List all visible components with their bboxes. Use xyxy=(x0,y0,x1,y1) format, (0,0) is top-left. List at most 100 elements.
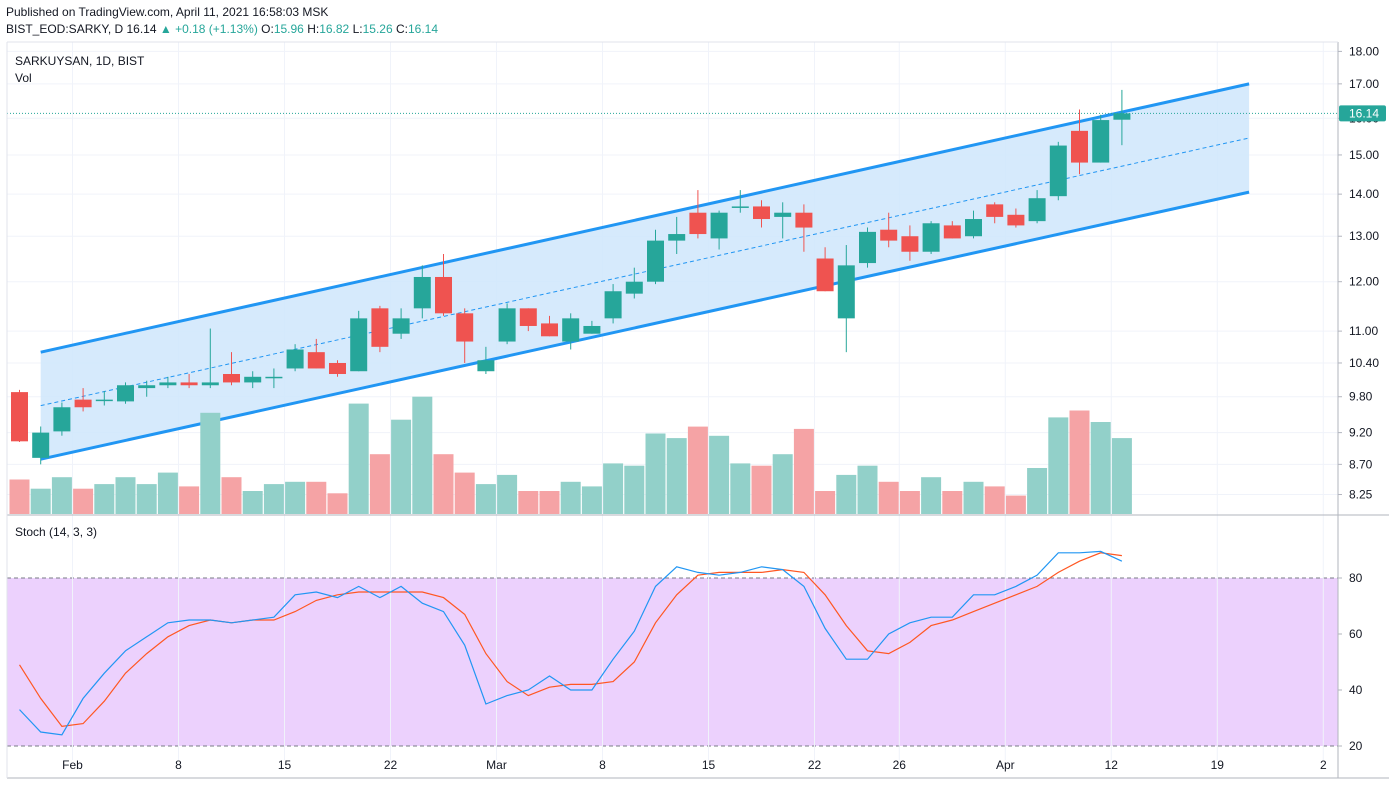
price-change: ▲ +0.18 (+1.13%) xyxy=(159,22,258,36)
stoch-tick-label: 20 xyxy=(1349,739,1363,753)
candle-body xyxy=(583,325,601,334)
candle-body xyxy=(32,432,50,458)
close-label: C: xyxy=(395,22,408,36)
volume-bar xyxy=(30,488,51,514)
candle-body xyxy=(753,206,770,220)
time-tick-label: 22 xyxy=(808,758,822,772)
time-tick-label: 26 xyxy=(893,758,907,772)
volume-bar xyxy=(136,484,157,514)
volume-bar xyxy=(645,433,666,514)
volume-bar xyxy=(348,403,369,514)
candle-body xyxy=(943,225,961,239)
candle-body xyxy=(668,234,686,241)
volume-bar xyxy=(581,486,602,514)
time-tick-label: 2 xyxy=(1320,758,1327,772)
volume-bar xyxy=(857,465,878,514)
regression-channel[interactable] xyxy=(40,82,1250,461)
price-tick-label: 9.20 xyxy=(1349,426,1373,440)
stoch-tick-label: 40 xyxy=(1349,683,1363,697)
time-tick-label: 15 xyxy=(278,758,292,772)
volume-bar xyxy=(306,481,327,514)
volume-bar xyxy=(73,488,94,514)
candle-body xyxy=(456,313,474,342)
candle-body xyxy=(74,399,92,408)
candle-body xyxy=(477,360,495,372)
price-tick-label: 14.00 xyxy=(1349,187,1379,201)
volume-bar xyxy=(560,481,581,514)
price-tick-label: 8.70 xyxy=(1349,457,1373,471)
volume-bar xyxy=(221,477,242,514)
volume-bar xyxy=(94,484,115,514)
candle-body xyxy=(350,318,368,372)
low-value: 15.26 xyxy=(362,22,393,36)
volume-bars xyxy=(9,396,1132,514)
candle-body xyxy=(11,392,28,442)
candle-body xyxy=(625,281,643,294)
volume-bar xyxy=(899,491,920,514)
candle-body xyxy=(265,376,283,379)
volume-bar xyxy=(539,491,560,514)
volume-bar xyxy=(369,454,390,514)
candle-body xyxy=(307,352,325,369)
channel-lower-line xyxy=(40,190,1250,461)
open-value: 15.96 xyxy=(273,22,304,36)
symbol-ohlc-bar: BIST_EOD:SARKY, D 16.14 ▲ +0.18 (+1.13%)… xyxy=(6,22,438,36)
candle-body xyxy=(901,236,919,252)
volume-bar xyxy=(624,465,645,514)
candle-body xyxy=(689,212,707,235)
volume-bar xyxy=(263,484,284,514)
close-value: 16.14 xyxy=(407,22,438,36)
candle-body xyxy=(647,240,664,282)
candle-body xyxy=(986,204,1004,217)
published-note: Published on TradingView.com, April 11, … xyxy=(6,5,328,19)
volume-bar xyxy=(836,474,857,514)
volume-bar xyxy=(412,396,433,514)
last-price-marker-label: 16.14 xyxy=(1349,106,1379,120)
stoch-band xyxy=(7,578,1338,746)
last-price-marker xyxy=(1339,105,1386,122)
price-tick-label: 11.00 xyxy=(1349,324,1378,338)
volume-bar xyxy=(942,491,963,514)
volume-bar xyxy=(157,472,178,514)
candle-body xyxy=(1049,145,1067,197)
candle-body xyxy=(816,258,834,292)
high-label: H: xyxy=(307,22,320,36)
volume-bar xyxy=(666,438,687,514)
candle-body xyxy=(837,265,855,319)
last-price: 16.14 xyxy=(126,22,157,36)
candle-body xyxy=(519,308,537,326)
stoch-label: Stoch (14, 3, 3) xyxy=(15,525,97,539)
candle-body xyxy=(286,349,304,369)
symbol-label: BIST_EOD:SARKY, D xyxy=(6,22,124,36)
candle-body xyxy=(1028,198,1046,222)
volume-bar xyxy=(518,491,539,514)
volume-bar xyxy=(709,435,730,514)
candle-body xyxy=(95,399,113,402)
volume-bar xyxy=(497,474,518,514)
price-tick-label: 18.00 xyxy=(1349,44,1379,58)
volume-bar xyxy=(963,481,984,514)
volume-bar xyxy=(1027,468,1048,514)
chart-title: SARKUYSAN, 1D, BIST xyxy=(15,54,145,68)
candlesticks xyxy=(11,89,1131,465)
volume-bar xyxy=(242,491,263,514)
volume-bar xyxy=(984,486,1005,514)
candle-body xyxy=(859,231,876,264)
candle-body xyxy=(795,212,813,228)
candle-body xyxy=(1113,113,1131,120)
stochastic-pane xyxy=(18,550,1123,736)
volume-bar xyxy=(1111,438,1132,514)
high-value: 16.82 xyxy=(319,22,350,36)
volume-bar xyxy=(751,465,772,514)
time-tick-label: 15 xyxy=(702,758,716,772)
price-tick-label: 12.00 xyxy=(1349,275,1379,289)
candle-body xyxy=(53,407,71,432)
price-tick-label: 10.40 xyxy=(1349,356,1379,370)
candle-body xyxy=(392,318,410,334)
candle-body xyxy=(541,323,558,337)
candle-body xyxy=(965,219,982,237)
stoch-tick-label: 80 xyxy=(1349,571,1363,585)
candle-body xyxy=(498,308,516,342)
candle-body xyxy=(922,223,940,252)
